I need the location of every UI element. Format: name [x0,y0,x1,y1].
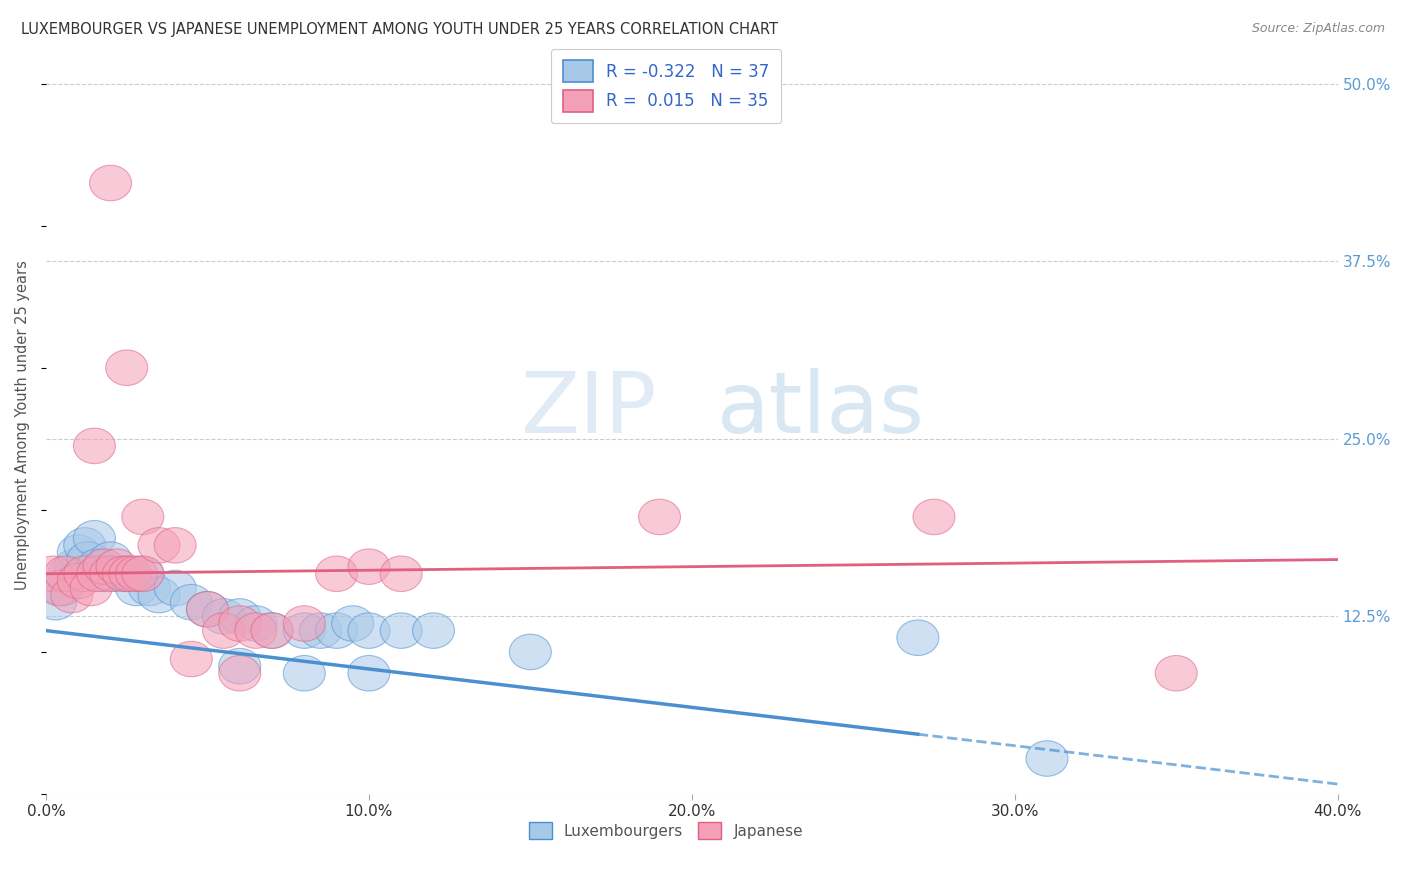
Ellipse shape [83,556,125,591]
Ellipse shape [1156,656,1197,691]
Ellipse shape [105,556,148,591]
Ellipse shape [108,556,150,591]
Ellipse shape [51,577,93,613]
Ellipse shape [105,350,148,385]
Ellipse shape [315,556,357,591]
Ellipse shape [170,641,212,677]
Ellipse shape [48,556,90,591]
Ellipse shape [63,527,105,563]
Ellipse shape [380,556,422,591]
Ellipse shape [284,606,325,641]
Ellipse shape [912,500,955,534]
Ellipse shape [332,606,374,641]
Ellipse shape [380,613,422,648]
Ellipse shape [252,613,292,648]
Y-axis label: Unemployment Among Youth under 25 years: Unemployment Among Youth under 25 years [15,260,30,590]
Ellipse shape [70,570,112,606]
Text: atlas: atlas [717,368,925,451]
Ellipse shape [138,577,180,613]
Ellipse shape [122,500,165,534]
Ellipse shape [638,500,681,534]
Ellipse shape [77,556,118,591]
Ellipse shape [77,549,118,584]
Ellipse shape [252,613,292,648]
Ellipse shape [115,556,157,591]
Ellipse shape [347,613,389,648]
Ellipse shape [284,613,325,648]
Text: Source: ZipAtlas.com: Source: ZipAtlas.com [1251,22,1385,36]
Ellipse shape [90,556,132,591]
Ellipse shape [35,584,77,620]
Ellipse shape [45,556,86,591]
Ellipse shape [41,570,83,606]
Ellipse shape [202,613,245,648]
Ellipse shape [73,428,115,464]
Ellipse shape [299,613,342,648]
Ellipse shape [83,549,125,584]
Ellipse shape [155,570,195,606]
Ellipse shape [90,165,132,201]
Ellipse shape [128,570,170,606]
Ellipse shape [38,570,80,606]
Ellipse shape [96,556,138,591]
Ellipse shape [122,556,165,591]
Ellipse shape [155,527,195,563]
Ellipse shape [53,549,96,584]
Ellipse shape [187,591,228,627]
Ellipse shape [187,591,228,627]
Ellipse shape [103,556,145,591]
Ellipse shape [219,606,260,641]
Ellipse shape [897,620,939,656]
Ellipse shape [67,541,108,577]
Ellipse shape [63,556,105,591]
Ellipse shape [315,613,357,648]
Ellipse shape [509,634,551,670]
Ellipse shape [412,613,454,648]
Text: ZIP: ZIP [520,368,657,451]
Ellipse shape [90,541,132,577]
Ellipse shape [58,534,100,570]
Ellipse shape [202,599,245,634]
Ellipse shape [96,549,138,584]
Ellipse shape [31,556,73,591]
Ellipse shape [284,656,325,691]
Ellipse shape [235,606,277,641]
Ellipse shape [170,584,212,620]
Ellipse shape [138,527,180,563]
Text: LUXEMBOURGER VS JAPANESE UNEMPLOYMENT AMONG YOUTH UNDER 25 YEARS CORRELATION CHA: LUXEMBOURGER VS JAPANESE UNEMPLOYMENT AM… [21,22,778,37]
Ellipse shape [347,656,389,691]
Legend: Luxembourgers, Japanese: Luxembourgers, Japanese [523,815,810,846]
Ellipse shape [1026,740,1069,776]
Ellipse shape [115,570,157,606]
Ellipse shape [219,599,260,634]
Ellipse shape [219,656,260,691]
Ellipse shape [122,556,165,591]
Ellipse shape [58,563,100,599]
Ellipse shape [347,549,389,584]
Ellipse shape [219,648,260,684]
Ellipse shape [235,613,277,648]
Ellipse shape [73,521,115,556]
